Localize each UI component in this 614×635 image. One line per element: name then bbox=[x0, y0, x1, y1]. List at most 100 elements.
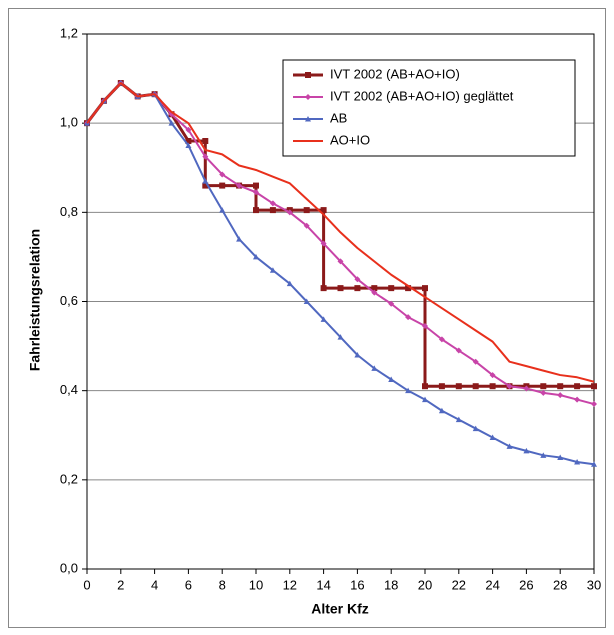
point-marker bbox=[405, 387, 412, 394]
point-marker bbox=[354, 285, 361, 292]
point-marker bbox=[438, 336, 445, 343]
point-marker bbox=[202, 153, 209, 160]
y-tick-label: 1,0 bbox=[60, 115, 78, 130]
point-marker bbox=[422, 323, 428, 330]
point-marker bbox=[337, 285, 344, 292]
point-marker bbox=[371, 365, 378, 371]
point-marker bbox=[574, 383, 581, 390]
point-marker bbox=[557, 383, 564, 390]
point-marker bbox=[489, 372, 496, 379]
plot-area-border bbox=[86, 33, 595, 570]
x-tick-label: 6 bbox=[185, 577, 192, 592]
x-tick-label: 26 bbox=[519, 577, 533, 592]
point-marker bbox=[253, 253, 259, 260]
point-marker bbox=[236, 236, 243, 242]
point-marker bbox=[455, 383, 462, 390]
point-marker bbox=[320, 207, 327, 214]
point-marker bbox=[438, 383, 445, 390]
x-tick-label: 12 bbox=[283, 577, 297, 592]
x-tick-label: 30 bbox=[587, 577, 601, 592]
point-marker bbox=[557, 454, 564, 461]
point-marker bbox=[320, 240, 327, 247]
point-marker bbox=[185, 126, 192, 133]
point-marker bbox=[253, 207, 259, 214]
x-tick-label: 8 bbox=[219, 577, 226, 592]
legend-label: AO+IO bbox=[330, 132, 370, 147]
x-tick-label: 4 bbox=[151, 577, 158, 592]
point-marker bbox=[422, 396, 428, 403]
y-tick-label: 0,8 bbox=[60, 204, 78, 219]
point-marker bbox=[591, 461, 597, 467]
point-marker bbox=[219, 207, 226, 213]
point-marker bbox=[438, 407, 445, 414]
point-marker bbox=[472, 425, 479, 432]
y-tick-label: 0,0 bbox=[60, 560, 78, 575]
point-marker bbox=[303, 298, 310, 304]
point-marker bbox=[253, 189, 259, 196]
legend-label: AB bbox=[330, 110, 347, 125]
point-marker bbox=[236, 182, 243, 189]
x-tick-label: 0 bbox=[83, 577, 90, 592]
y-tick-label: 0,4 bbox=[60, 382, 78, 397]
point-marker bbox=[305, 94, 311, 100]
point-marker bbox=[388, 285, 395, 292]
point-marker bbox=[574, 396, 581, 403]
point-marker bbox=[472, 358, 479, 365]
point-marker bbox=[523, 447, 530, 454]
legend-label: IVT 2002 (AB+AO+IO) bbox=[330, 66, 460, 81]
point-marker bbox=[269, 267, 276, 273]
point-marker bbox=[185, 138, 192, 144]
point-marker bbox=[320, 316, 327, 322]
point-marker bbox=[320, 285, 327, 292]
point-marker bbox=[202, 138, 209, 144]
point-marker bbox=[540, 383, 547, 390]
point-marker bbox=[506, 443, 513, 449]
series-line bbox=[86, 82, 595, 383]
point-marker bbox=[472, 383, 479, 390]
point-marker bbox=[557, 392, 564, 399]
point-marker bbox=[422, 383, 428, 390]
point-marker bbox=[388, 376, 395, 383]
point-marker bbox=[219, 182, 226, 189]
x-axis-label: Alter Kfz bbox=[311, 601, 369, 617]
x-tick-label: 28 bbox=[553, 577, 567, 592]
point-marker bbox=[168, 120, 175, 126]
x-tick-label: 10 bbox=[249, 577, 263, 592]
point-marker bbox=[269, 207, 276, 214]
y-axis-label: Fahrleistungsrelation bbox=[27, 229, 43, 371]
x-tick-label: 24 bbox=[485, 577, 499, 592]
point-marker bbox=[371, 289, 378, 296]
point-marker bbox=[388, 300, 395, 307]
point-marker bbox=[337, 258, 344, 265]
legend-box bbox=[282, 59, 576, 157]
point-marker bbox=[354, 352, 361, 358]
point-marker bbox=[269, 200, 276, 207]
point-marker bbox=[489, 434, 496, 440]
point-marker bbox=[286, 280, 293, 287]
x-tick-label: 20 bbox=[418, 577, 432, 592]
point-marker bbox=[219, 171, 226, 178]
point-marker bbox=[286, 209, 293, 216]
point-marker bbox=[405, 314, 412, 321]
point-marker bbox=[305, 116, 311, 122]
point-marker bbox=[455, 416, 462, 423]
point-marker bbox=[523, 385, 530, 392]
point-marker bbox=[305, 72, 311, 78]
point-marker bbox=[185, 142, 192, 148]
point-marker bbox=[540, 389, 547, 396]
point-marker bbox=[455, 347, 462, 354]
x-tick-label: 16 bbox=[350, 577, 364, 592]
y-tick-label: 1,2 bbox=[60, 25, 78, 40]
point-marker bbox=[303, 222, 310, 229]
y-tick-label: 0,2 bbox=[60, 471, 78, 486]
x-tick-label: 14 bbox=[316, 577, 330, 592]
point-marker bbox=[337, 334, 344, 340]
point-marker bbox=[303, 207, 310, 214]
point-marker bbox=[591, 383, 597, 390]
legend-label: IVT 2002 (AB+AO+IO) geglättet bbox=[330, 88, 514, 103]
x-tick-label: 22 bbox=[452, 577, 466, 592]
point-marker bbox=[591, 401, 597, 408]
point-marker bbox=[354, 276, 361, 283]
point-marker bbox=[202, 178, 209, 184]
point-marker bbox=[540, 452, 547, 458]
